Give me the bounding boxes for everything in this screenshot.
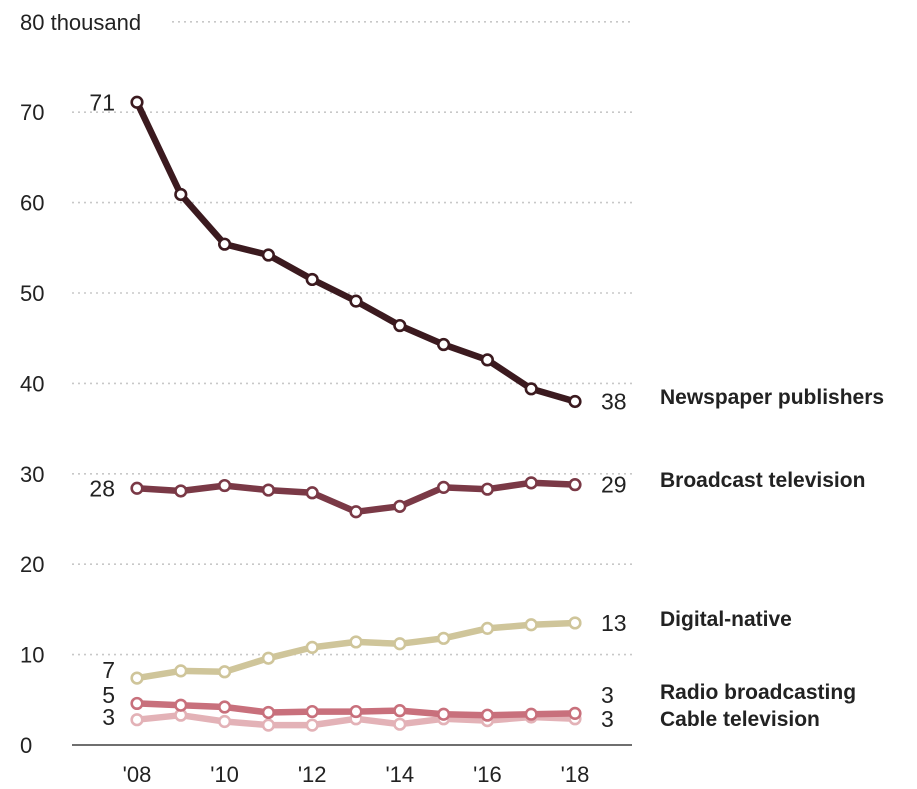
series-group [130,95,582,409]
series-group [130,476,582,519]
data-point [349,704,363,719]
gridlines [72,20,632,746]
series-line [133,619,579,682]
y-tick-label: 50 [20,281,44,306]
data-point [261,483,276,497]
x-tick-label: '12 [298,762,327,787]
series-end-label: 3 [601,682,614,708]
data-point [393,704,407,718]
series-line [133,99,579,405]
series-start-label: 5 [102,682,115,708]
series-name-label: Cable television [660,708,820,731]
series-start-label: 28 [89,475,115,501]
series-start-label: 7 [102,657,115,683]
data-point [437,631,451,645]
x-tick-label: '18 [561,762,590,787]
data-point [524,382,538,396]
data-point [437,337,451,352]
data-point [393,717,407,731]
data-point [261,705,276,720]
series-start-label: 71 [89,89,115,115]
data-point [174,664,188,678]
data-point [524,707,538,721]
y-tick-label: 10 [20,643,44,668]
data-point [480,708,495,722]
data-point [218,714,232,729]
data-point [480,482,495,496]
data-point [393,318,407,333]
data-point [130,713,144,727]
data-point [130,95,144,109]
x-tick-label: '08 [123,762,152,787]
y-tick-label: 60 [20,191,44,216]
series-name-label: Radio broadcasting [660,681,856,704]
data-point [305,486,319,500]
x-tick-label: '14 [385,762,414,787]
data-point [174,698,188,712]
data-point [393,499,407,513]
data-point [437,707,451,721]
series-labels: 71 38 Newspaper publishers 28 29 Broadcast te… [89,89,884,732]
data-point [568,394,582,409]
data-point [174,484,188,498]
data-point [261,248,276,262]
data-point [218,700,232,714]
series-name-label: Newspaper publishers [660,386,884,409]
data-point [568,616,582,630]
data-point [393,637,407,651]
data-point [437,480,451,494]
data-point [130,481,144,495]
data-point [130,671,144,685]
y-tick-label: 80 thousand [20,10,141,35]
y-tick-label: 20 [20,552,44,577]
x-tick-label: '16 [473,762,502,787]
data-point [305,704,319,719]
series-lines [130,95,582,732]
data-point [305,640,319,654]
series-end-label: 3 [601,706,614,732]
data-point [524,618,538,632]
data-point [480,621,495,635]
data-point [568,478,582,492]
data-point [480,353,495,367]
series-end-label: 29 [601,472,627,498]
data-point [130,696,144,711]
data-point [305,718,319,732]
series-group [130,696,582,722]
data-point [349,505,363,519]
series-start-label: 3 [102,704,115,730]
data-point [218,237,232,251]
data-point [524,476,538,490]
data-point [218,478,232,493]
series-name-label: Digital-native [660,608,792,631]
series-end-label: 38 [601,388,627,414]
data-point [261,651,276,665]
x-tick-label: '10 [210,762,239,787]
y-tick-label: 30 [20,462,44,487]
series-end-label: 13 [601,610,627,636]
data-point [261,718,276,732]
axes: 0 10 20 30 40 50 60 70 80 thousand '08 '10 '12 '14 '1… [20,10,589,787]
series-name-label: Broadcast television [660,469,865,492]
data-point [349,635,363,649]
series-group [130,616,582,685]
data-point [568,706,582,720]
y-tick-label: 40 [20,371,44,396]
data-point [218,665,232,679]
data-point [305,272,319,287]
data-point [174,187,188,202]
data-point [349,294,363,308]
y-tick-label: 0 [20,733,32,758]
y-tick-label: 70 [20,100,44,125]
